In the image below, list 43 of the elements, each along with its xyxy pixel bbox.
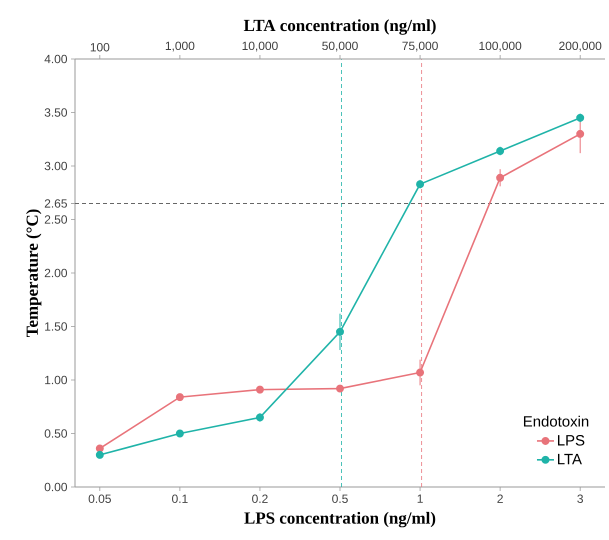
y-tick-label: 1.50 xyxy=(45,322,68,331)
x2-axis-title: LTA concentration (ng/ml) xyxy=(244,19,436,35)
point xyxy=(416,180,424,188)
x-tick-label: 0.05 xyxy=(88,494,111,503)
point xyxy=(336,384,344,393)
point xyxy=(176,393,184,402)
point xyxy=(416,368,424,376)
text: 50,000 xyxy=(322,42,358,52)
x-tick-label: 0.2 xyxy=(252,494,268,503)
x-tick-label: 0.5 xyxy=(332,494,348,503)
x-tick-label: 0.1 xyxy=(172,494,188,503)
x-axis-title: LPS concentration (ng/ml) xyxy=(244,512,436,528)
y-tick-label: 3.00 xyxy=(44,162,68,170)
text: 100,000 xyxy=(479,42,522,52)
point xyxy=(256,386,264,394)
point xyxy=(96,450,104,459)
point xyxy=(96,444,104,452)
y-tick-label: 0.50 xyxy=(44,429,68,438)
y-axis-title: Temperature (°C) xyxy=(26,209,42,338)
text: 1,000 xyxy=(166,42,194,52)
point xyxy=(576,130,584,138)
legend-label: LTA xyxy=(558,454,582,464)
y-tick-label: 0.00 xyxy=(44,482,68,492)
text: 10,000 xyxy=(242,42,278,52)
point xyxy=(336,328,344,336)
x-tick-label: 2 xyxy=(497,494,503,503)
x-tick-label: 3 xyxy=(577,494,583,503)
y-tick-label: 1.00 xyxy=(45,376,68,384)
y-tick-label: 3.50 xyxy=(44,108,68,117)
text: 200,000 xyxy=(559,42,602,52)
y-tick-label: 2.65 xyxy=(44,199,67,208)
y-tick-label: 2.00 xyxy=(44,268,68,278)
text: 100 xyxy=(90,43,110,52)
point xyxy=(256,413,264,422)
point xyxy=(496,174,504,182)
y-tick-label: 4.00 xyxy=(44,54,68,64)
legend-label: LPS xyxy=(558,435,584,446)
y-tick-label: 2.50 xyxy=(44,215,68,224)
text: 75,000 xyxy=(402,42,438,52)
point xyxy=(176,430,184,438)
x-tick-label: 1 xyxy=(418,494,423,503)
legend-title: Endotoxin xyxy=(524,416,588,427)
point xyxy=(496,147,504,156)
